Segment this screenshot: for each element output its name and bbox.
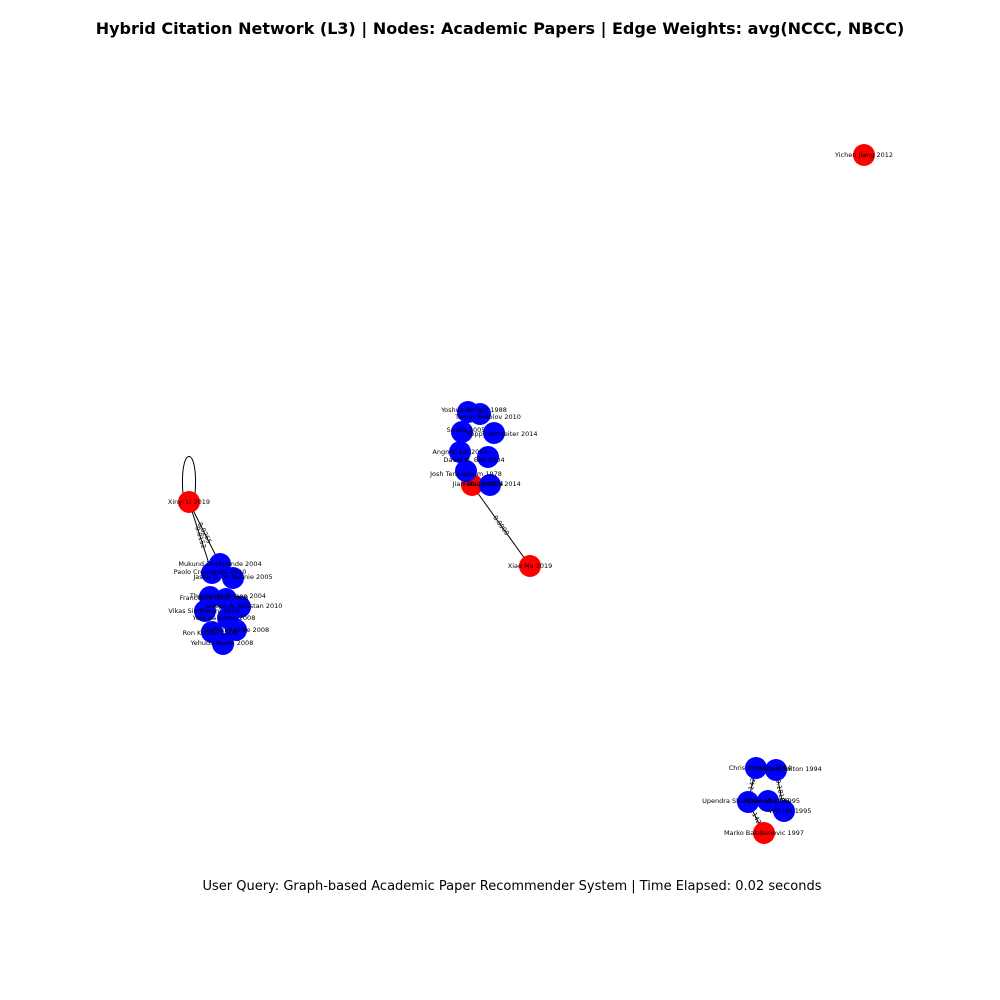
paper-node-label: Smola 2005 — [447, 426, 486, 434]
cited-paper-node — [737, 791, 759, 813]
paper-node-label: Mukund Deshpande 2004 — [178, 560, 261, 568]
paper-node-label: Thomas Hofmann 2004 — [189, 592, 266, 600]
paper-node-label: Marko Balabanovic 1997 — [724, 829, 804, 837]
cited-paper-node — [201, 562, 223, 584]
seed-paper-node — [753, 822, 775, 844]
paper-node-label: Jason D. M. Rennie 2005 — [192, 573, 272, 581]
graph-edge — [188, 501, 213, 574]
figure-footer: User Query: Graph-based Academic Paper R… — [202, 879, 821, 894]
paper-node-label: David M. Blei 2004 — [443, 456, 504, 464]
nodes-layer — [178, 144, 875, 844]
cited-paper-node — [765, 759, 787, 781]
paper-node-label: Joseph A. Konstan 2010 — [205, 602, 283, 610]
self-loop-edge — [181, 456, 197, 495]
paper-node-label: Yoshua Bengio 1988 — [440, 406, 507, 414]
cited-paper-node — [479, 474, 501, 496]
cited-paper-node — [222, 567, 244, 589]
cited-paper-node — [469, 403, 491, 425]
cited-paper-node — [449, 441, 471, 463]
seed-paper-node — [178, 491, 200, 513]
paper-node-label: Xinyi Li 2019 — [168, 498, 210, 506]
cited-paper-node — [483, 422, 505, 444]
paper-node-label: Gerard Salton 1994 — [758, 765, 822, 773]
seed-paper-node — [853, 144, 875, 166]
paper-node-label: Chris Buckley 1994 — [729, 764, 792, 772]
labels-layer: Yichen Jiang 2012 Xinyi Li 2019 Xiao Ma 20… — [168, 151, 893, 837]
paper-node-label: Francesco Ricci 2008 — [180, 594, 249, 602]
edge-weight-label: 0.0000 — [491, 514, 511, 537]
paper-node-label: Fabio Bellini 2014 — [463, 480, 521, 488]
paper-node-label: Steffen Rendle 2008 — [203, 626, 269, 634]
seed-paper-node — [519, 555, 541, 577]
figure-title: Hybrid Citation Network (L3) | Nodes: Ac… — [96, 19, 905, 39]
paper-node-label: Will Hill 1995 — [769, 807, 812, 815]
paper-node-label: Sepp Hochreiter 2014 — [466, 430, 537, 438]
cited-paper-node — [757, 790, 779, 812]
paper-node-label: Angmin Lin 2004 — [432, 448, 487, 456]
paper-node-label: Paolo Cremonesi 2010 — [174, 568, 247, 576]
paper-node-label: Pattie Maes 1995 — [744, 797, 800, 805]
graph-edge — [188, 501, 221, 565]
paper-node-label: Upendra Shardanand 1995 — [702, 797, 790, 805]
cited-paper-node — [212, 633, 234, 655]
paper-node-label: Jian Wang 2014 — [452, 480, 504, 488]
cited-paper-node — [455, 460, 477, 482]
paper-node-label: Yehuda Koren 2008 — [192, 614, 256, 622]
paper-node-label: Xiao Ma 2019 — [508, 562, 552, 570]
paper-node-label: Yichen Jiang 2012 — [834, 151, 893, 159]
paper-node-label: Ron Kohavi 2008 — [183, 629, 238, 637]
cited-paper-node — [451, 421, 473, 443]
cited-paper-node — [477, 446, 499, 468]
paper-node-label: Tomas Mikolov 2010 — [454, 413, 521, 421]
cited-paper-node — [773, 800, 795, 822]
cited-paper-node — [194, 600, 216, 622]
paper-node-label: Josh Tenenbaum 1978 — [429, 470, 502, 478]
cited-paper-node — [225, 619, 247, 641]
cited-paper-node — [745, 757, 767, 779]
graph-edge — [471, 484, 531, 567]
paper-node-label: Vikas Sindhwani 2010 — [168, 607, 239, 615]
paper-node-label: Yehuda Koren 2008 — [190, 639, 254, 647]
